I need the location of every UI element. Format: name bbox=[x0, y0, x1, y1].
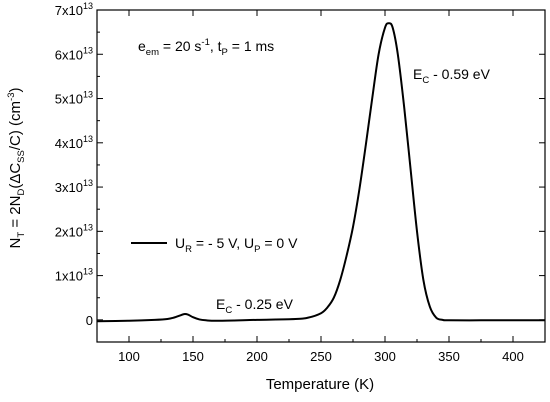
series-line bbox=[96, 22, 545, 323]
x-tick-label: 300 bbox=[374, 349, 396, 364]
y-axis-ticks: 0 1x1013 2x1013 3x1013 4x1013 5x1013 6x1013 7x1… bbox=[55, 1, 545, 328]
y-tick-label: 4x1013 bbox=[55, 134, 93, 151]
y-tick-label: 0 bbox=[86, 313, 93, 328]
y-tick-label: 7x1013 bbox=[55, 1, 93, 18]
annotation-params: eem = 20 s-1, tP = 1 ms bbox=[138, 37, 274, 58]
x-tick-label: 100 bbox=[118, 349, 140, 364]
x-axis-title: Temperature (K) bbox=[266, 376, 374, 393]
y-axis-title: NT = 2ND(ΔCSS/C) (cm-3) bbox=[6, 88, 27, 249]
y-tick-label: 5x1013 bbox=[55, 90, 93, 107]
plot-frame bbox=[96, 9, 546, 343]
x-tick-label: 200 bbox=[246, 349, 268, 364]
x-tick-label: 150 bbox=[182, 349, 204, 364]
x-tick-label: 350 bbox=[438, 349, 460, 364]
y-tick-label: 2x1013 bbox=[55, 222, 93, 239]
legend: UR = - 5 V, UP = 0 V bbox=[131, 235, 298, 255]
legend-label: UR = - 5 V, UP = 0 V bbox=[175, 235, 298, 255]
annotation-peak-low: EC - 0.25 eV bbox=[216, 296, 294, 316]
y-tick-label: 3x1013 bbox=[55, 178, 93, 195]
x-axis-ticks: 100 150 200 250 300 350 400 bbox=[96, 10, 546, 364]
x-tick-label: 400 bbox=[502, 349, 524, 364]
y-tick-label: 6x1013 bbox=[55, 45, 93, 62]
x-tick-label: 250 bbox=[310, 349, 332, 364]
y-tick-label: 1x1013 bbox=[55, 267, 93, 284]
annotation-peak-high: EC - 0.59 eV bbox=[413, 66, 491, 86]
